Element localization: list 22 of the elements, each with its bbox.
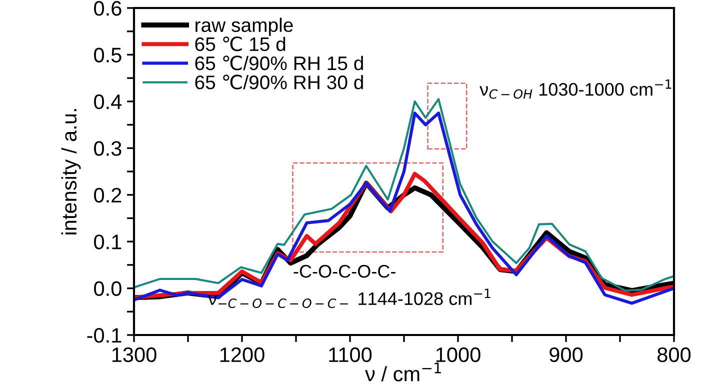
y-tick-label: 0.5 [94, 48, 122, 62]
y-tick-label: 0.4 [94, 94, 122, 110]
y-axis-title: intensity / a.u. [61, 109, 81, 234]
x-axis-title: ν / cm$^{−1}$ [365, 362, 441, 382]
annotation: -C-O-C-O-C- [294, 264, 396, 278]
x-tick-label: 800 [658, 347, 691, 362]
y-tick-label: 0.2 [94, 188, 122, 203]
x-tick-label: 900 [550, 347, 583, 362]
y-tick-label: 0.1 [94, 234, 122, 250]
y-tick-label: 0.6 [94, 1, 122, 16]
x-tick-label: 1000 [436, 347, 480, 362]
x-tick-label: 1100 [329, 347, 372, 362]
x-tick-label: 1300 [112, 347, 156, 362]
x-tick-label: 1200 [220, 347, 264, 362]
y-tick-label: 0.0 [94, 281, 122, 296]
legend-label: 65 ℃/90% RH 15 d [195, 56, 363, 70]
annotation: ν$_{C−OH}$ 1030-1000 cm$^{−1}$ [480, 80, 672, 99]
legend-label: 65 ℃/90% RH 30 d [195, 74, 363, 90]
legend-label: 65 ℃ 15 d [195, 36, 286, 52]
legend-label: raw sample [196, 18, 293, 36]
y-tick-label: -0.1 [87, 328, 122, 343]
y-tick-label: 0.3 [94, 141, 122, 156]
